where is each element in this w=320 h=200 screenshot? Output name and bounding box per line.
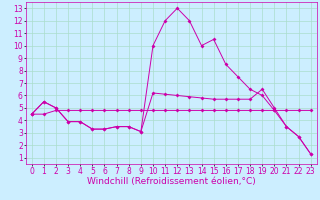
X-axis label: Windchill (Refroidissement éolien,°C): Windchill (Refroidissement éolien,°C) [87, 177, 256, 186]
